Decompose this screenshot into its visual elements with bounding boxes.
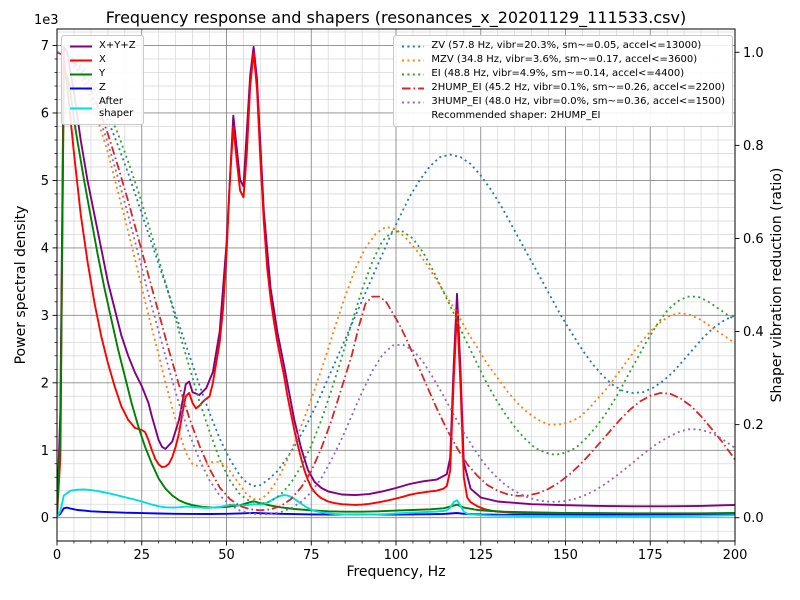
legend-line-sum — [70, 45, 92, 47]
legend-line-x — [70, 59, 92, 61]
y-right-tick-label: 0.6 — [743, 232, 764, 247]
legend-label-z: Z — [99, 82, 106, 93]
x-tick-label: 150 — [553, 548, 578, 563]
legend-line-2hump-ei — [402, 87, 425, 89]
left-axis-label: Power spectral density — [13, 205, 29, 365]
grid-minor — [57, 29, 735, 541]
legend-line-ei — [402, 73, 425, 75]
y-left-tick-label: 2 — [41, 376, 49, 391]
legend-line-mzv — [402, 59, 425, 61]
y-left-tick-label: 1 — [41, 444, 49, 459]
x-tick-label: 25 — [133, 548, 150, 563]
legend-line-3hump-ei — [402, 101, 425, 103]
series-3hump-ei — [57, 51, 735, 516]
legend-label-sum: X+Y+Z — [99, 40, 136, 51]
y-left-tick-label: 3 — [41, 309, 49, 324]
series-z — [57, 506, 735, 518]
series-ei — [57, 51, 735, 505]
legend-label-3hump-ei: 3HUMP_EI (48.0 Hz, vibr=0.0%, sm~=0.36, … — [431, 96, 725, 107]
legend-entry-sum: X+Y+Z — [69, 40, 136, 52]
x-tick-label: 75 — [303, 548, 320, 563]
legend-label-x: X — [99, 54, 106, 65]
y-left-tick-label: 5 — [41, 174, 49, 189]
y-right-tick-label: 0.2 — [743, 418, 764, 433]
shaper-legend: ZV (57.8 Hz, vibr=20.3%, sm~=0.05, accel… — [393, 35, 733, 127]
series-2hump-ei — [57, 51, 735, 512]
x-tick-label: 50 — [218, 548, 235, 563]
x-axis-label: Frequency, Hz — [346, 564, 446, 580]
legend-entry-after-shaper: After shaper — [69, 96, 136, 120]
legend-line-z — [70, 87, 92, 89]
series-zv — [57, 51, 735, 487]
legend-line-zv — [402, 45, 425, 47]
legend-title-row: Recommended shaper: 2HUMP_EI — [401, 110, 725, 122]
legend-entry-mzv: MZV (34.8 Hz, vibr=3.6%, sm~=0.17, accel… — [401, 54, 725, 66]
chart-title: Frequency response and shapers (resonanc… — [105, 8, 687, 27]
x-tick-label: 125 — [468, 548, 493, 563]
legend-line-after-shaper — [70, 107, 92, 109]
series-after-shaper — [57, 488, 735, 518]
series-y — [57, 74, 735, 516]
legend-label-ei: EI (48.8 Hz, vibr=4.9%, sm~=0.14, accel<… — [431, 68, 685, 79]
legend-entry-x: X — [69, 54, 136, 66]
legend-entry-z: Z — [69, 82, 136, 94]
legend-title-spacer — [401, 116, 425, 117]
legend-entry-3hump-ei: 3HUMP_EI (48.0 Hz, vibr=0.0%, sm~=0.36, … — [401, 96, 725, 108]
x-tick-label: 0 — [53, 548, 61, 563]
series-lines — [57, 45, 735, 518]
y-left-tick-label: 4 — [41, 241, 49, 256]
legend-label-mzv: MZV (34.8 Hz, vibr=3.6%, sm~=0.17, accel… — [431, 54, 698, 65]
y-right-tick-label: 0.4 — [743, 325, 764, 340]
y-right-tick-label: 0.8 — [743, 139, 764, 154]
legend-entry-ei: EI (48.8 Hz, vibr=4.9%, sm~=0.14, accel<… — [401, 68, 725, 80]
y-axis-offset-text: 1e3 — [34, 13, 59, 28]
axis-ticks — [52, 45, 740, 546]
legend-entry-zv: ZV (57.8 Hz, vibr=20.3%, sm~=0.05, accel… — [401, 40, 725, 52]
legend-label-zv: ZV (57.8 Hz, vibr=20.3%, sm~=0.05, accel… — [431, 40, 702, 51]
legend-label-y: Y — [99, 68, 106, 79]
x-tick-label: 200 — [723, 548, 748, 563]
y-left-tick-label: 7 — [41, 39, 49, 54]
y-right-tick-label: 1.0 — [743, 46, 764, 61]
series-x — [57, 51, 735, 516]
y-left-tick-label: 0 — [41, 511, 49, 526]
measurement-legend: X+Y+Z X Y Z After shaper — [61, 35, 144, 125]
legend-label-after-shaper: After shaper — [99, 96, 134, 119]
legend-line-y — [70, 73, 92, 75]
tick-labels: 0 25 50 75 100 125 150 175 200 0 1 2 3 4 5 6 7 0.0 0.2 0.4 0… — [41, 39, 764, 563]
y-left-tick-label: 6 — [41, 106, 49, 121]
legend-entry-2hump-ei: 2HUMP_EI (45.2 Hz, vibr=0.1%, sm~=0.26, … — [401, 82, 725, 94]
right-axis-label: Shaper vibration reduction (ratio) — [769, 167, 785, 403]
y-right-tick-label: 0.0 — [743, 511, 764, 526]
x-tick-label: 100 — [384, 548, 409, 563]
series-mzv — [57, 51, 735, 500]
legend-entry-y: Y — [69, 68, 136, 80]
axis-minor-ticks — [54, 58, 719, 544]
legend-label-2hump-ei: 2HUMP_EI (45.2 Hz, vibr=0.1%, sm~=0.26, … — [431, 82, 725, 93]
shaper-legend-title: Recommended shaper: 2HUMP_EI — [431, 110, 601, 121]
x-tick-label: 175 — [638, 548, 663, 563]
